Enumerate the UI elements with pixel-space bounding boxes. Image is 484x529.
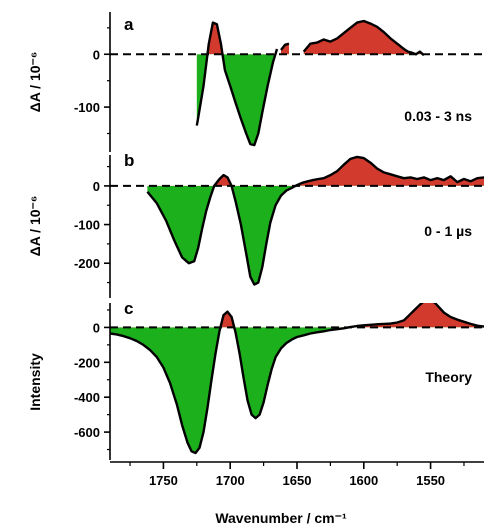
spectrum-line-a-0 bbox=[195, 21, 279, 147]
y-axis-label-a: ΔA / 10⁻⁶ bbox=[27, 52, 43, 113]
y-tick-label-c-0: 0 bbox=[93, 320, 100, 335]
panel-letter-b: b bbox=[124, 151, 134, 170]
panel-annotation-a: 0.03 - 3 ns bbox=[404, 108, 472, 124]
y-tick-label-a-1: -100 bbox=[74, 100, 100, 115]
y-tick-label-b-2: -200 bbox=[74, 256, 100, 271]
chart-panels: 0 -100 a 0.03 - 3 ns ΔA / 10⁻⁶ 0 -100 -200 b 0 - … bbox=[27, 12, 484, 460]
y-tick-label-c-1: -200 bbox=[74, 355, 100, 370]
y-tick-label-b-0: 0 bbox=[93, 179, 100, 194]
x-axis-label: Wavenumber / cm⁻¹ bbox=[215, 510, 347, 526]
panel-a-fills bbox=[195, 19, 425, 147]
panel-c: 0 -200 -400 -600 c Theory Intensity bbox=[27, 299, 484, 460]
y-axis-label-c: Intensity bbox=[27, 353, 43, 411]
x-tick-label-1: 1700 bbox=[216, 473, 245, 488]
y-axis-label-b: ΔA / 10⁻⁶ bbox=[27, 196, 43, 257]
panel-letter-c: c bbox=[124, 299, 133, 318]
negative-band-c-0 bbox=[110, 327, 349, 453]
panel-b: 0 -100 -200 b 0 - 1 µs ΔA / 10⁻⁶ bbox=[27, 151, 484, 298]
panel-annotation-c: Theory bbox=[425, 369, 472, 385]
spectrum-line-c-0 bbox=[110, 303, 484, 455]
y-tick-label-c-3: -600 bbox=[74, 425, 100, 440]
panel-a: 0 -100 a 0.03 - 3 ns ΔA / 10⁻⁶ bbox=[27, 12, 484, 152]
y-tick-label-a-0: 0 bbox=[93, 47, 100, 62]
x-tick-label-0: 1750 bbox=[149, 473, 178, 488]
y-tick-label-b-1: -100 bbox=[74, 218, 100, 233]
panel-b-fills bbox=[146, 155, 484, 286]
positive-band-a-1 bbox=[281, 43, 289, 55]
y-tick-label-c-2: -400 bbox=[74, 390, 100, 405]
panel-letter-a: a bbox=[124, 15, 134, 34]
panel-annotation-b: 0 - 1 µs bbox=[424, 223, 472, 239]
x-tick-label-4: 1550 bbox=[416, 473, 445, 488]
negative-band-b-0 bbox=[147, 185, 296, 285]
positive-band-a-2 bbox=[303, 21, 423, 55]
spectrum-line-a-2 bbox=[302, 19, 425, 57]
negative-band-a-0 bbox=[196, 54, 277, 146]
panel-c-fills bbox=[110, 303, 484, 455]
x-tick-label-2: 1650 bbox=[283, 473, 312, 488]
x-axis: 1750 1700 1650 1600 1550 bbox=[110, 461, 484, 488]
x-tick-label-3: 1600 bbox=[349, 473, 378, 488]
positive-band-a-0 bbox=[207, 22, 277, 55]
spectrum-line-a-1 bbox=[280, 42, 290, 51]
positive-band-b-0 bbox=[147, 156, 484, 186]
